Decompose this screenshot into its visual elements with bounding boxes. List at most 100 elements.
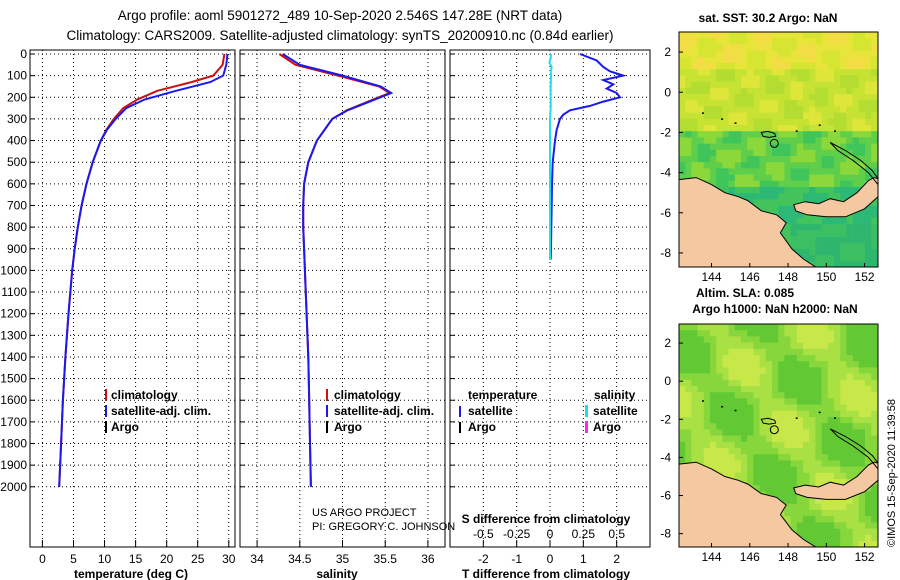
- map-cell: [852, 69, 860, 76]
- map-cell: [803, 429, 810, 436]
- map-cell: [728, 63, 736, 70]
- map-cell: [728, 466, 736, 474]
- map-cell: [679, 100, 686, 107]
- map-cell: [834, 249, 841, 256]
- map-cell: [765, 466, 773, 474]
- map-cell: [865, 174, 872, 182]
- map-cell: [790, 63, 798, 70]
- temperature-x-tick-label: 15: [129, 552, 143, 566]
- map-cell: [840, 143, 847, 151]
- map-cell: [840, 460, 847, 467]
- map-cell: [741, 472, 748, 480]
- map-cell: [728, 472, 736, 480]
- map-cell: [815, 75, 822, 82]
- map-cell: [852, 168, 860, 175]
- legend-mark-t-satellite: [459, 406, 461, 417]
- map-cell: [747, 75, 754, 82]
- map-cell: [697, 330, 705, 337]
- map-cell: [827, 180, 835, 188]
- map-cell: [803, 361, 810, 368]
- map-cell: [703, 460, 711, 467]
- map-cell: [796, 50, 804, 58]
- map-cell: [772, 441, 779, 449]
- map-cell: [784, 156, 791, 163]
- map-cell: [722, 435, 729, 443]
- map-cell: [840, 454, 847, 461]
- map-cell: [865, 211, 872, 219]
- map-x-tick-label: 150: [816, 270, 836, 284]
- map-cell: [753, 348, 760, 356]
- map-cell: [865, 218, 872, 225]
- map-cell: [852, 497, 860, 505]
- map-cell: [703, 423, 711, 430]
- map-cell: [840, 255, 847, 262]
- map-cell: [759, 94, 767, 101]
- map-cell: [741, 118, 748, 126]
- map-cell: [834, 100, 841, 107]
- map-cell: [747, 131, 754, 138]
- map-cell: [827, 94, 835, 101]
- map-cell: [691, 32, 698, 39]
- map-cell: [790, 491, 798, 498]
- map-cell: [858, 149, 866, 157]
- map-cell: [710, 448, 717, 455]
- map-cell: [772, 162, 779, 169]
- map-cell: [846, 56, 853, 64]
- map-cell: [691, 423, 698, 430]
- depth-tick-label: 1700: [0, 415, 27, 429]
- map-cell: [778, 112, 785, 120]
- map-cell: [747, 466, 754, 474]
- map-cell: [840, 510, 847, 517]
- map-cell: [834, 373, 841, 381]
- map-cell: [846, 398, 853, 405]
- map-cell: [747, 373, 754, 381]
- map-cell: [784, 454, 791, 461]
- map-cell: [852, 429, 860, 436]
- map-cell: [827, 149, 835, 157]
- map-cell: [852, 44, 860, 51]
- map-cell: [846, 373, 853, 381]
- map-cell: [846, 454, 853, 461]
- map-cell: [741, 75, 748, 82]
- map-cell: [741, 32, 748, 39]
- map-cell: [734, 324, 742, 331]
- map-cell: [703, 324, 711, 331]
- map-cell: [821, 218, 829, 225]
- map-cell: [716, 429, 723, 436]
- map-cell: [809, 423, 816, 430]
- map-cell: [784, 342, 791, 350]
- map-cell: [803, 193, 810, 200]
- temperature-panel-frame: [29, 49, 236, 548]
- map-cell: [871, 162, 878, 169]
- map-cell: [821, 441, 829, 449]
- map-cell: [716, 404, 723, 412]
- map-cell: [858, 398, 866, 405]
- map-cell: [846, 361, 853, 368]
- map-cell: [852, 516, 860, 523]
- map-cell: [796, 379, 804, 387]
- map-cell: [865, 75, 872, 82]
- map-cell: [821, 261, 829, 267]
- map-cell: [710, 100, 717, 107]
- map-cell: [815, 87, 822, 95]
- map-cell: [722, 355, 729, 362]
- map-cell: [871, 541, 878, 547]
- map-cell: [871, 100, 878, 107]
- map-cell: [679, 373, 686, 381]
- map-cell: [765, 205, 773, 213]
- map-cell: [753, 100, 760, 107]
- map-cell: [821, 249, 829, 256]
- map-cell: [747, 69, 754, 76]
- map-cell: [865, 131, 872, 138]
- map-cell: [834, 522, 841, 529]
- map-cell: [852, 441, 860, 449]
- map-cell: [772, 324, 779, 331]
- map-cell: [821, 56, 829, 64]
- map-cell: [784, 392, 791, 399]
- map-cell: [753, 187, 760, 194]
- salinity-x-tick-label: 35: [336, 552, 350, 566]
- map-cell: [815, 137, 822, 144]
- map-cell: [679, 348, 686, 356]
- map-cell: [840, 236, 847, 244]
- map-cell: [796, 454, 804, 461]
